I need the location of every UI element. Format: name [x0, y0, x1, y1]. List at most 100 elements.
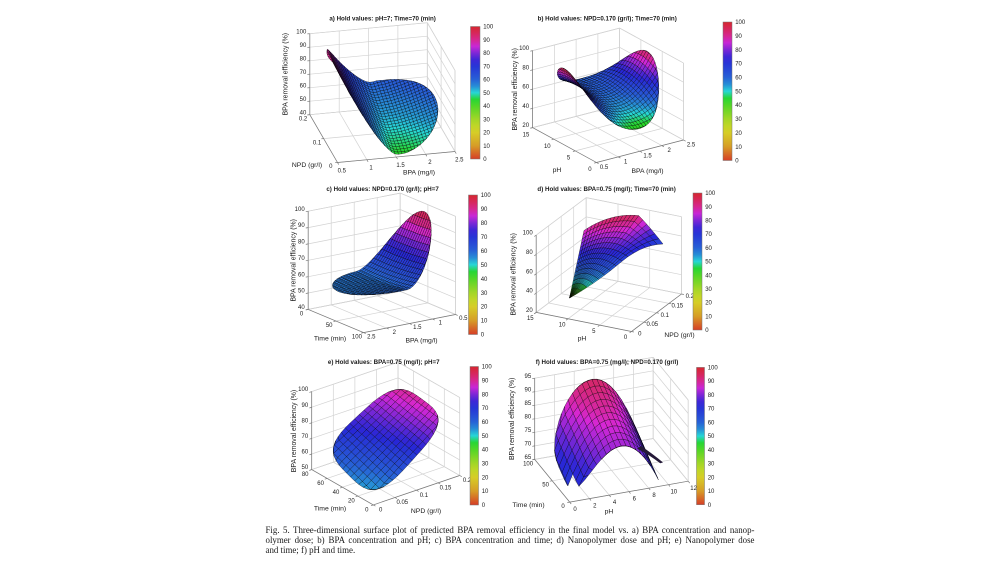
svg-text:10: 10	[708, 489, 715, 495]
svg-text:70: 70	[300, 70, 307, 76]
svg-text:BPA removal efficiency (%): BPA removal efficiency (%)	[512, 48, 519, 130]
svg-text:100: 100	[523, 461, 534, 467]
svg-text:20: 20	[735, 131, 742, 137]
svg-text:10: 10	[670, 490, 677, 496]
svg-text:4: 4	[613, 500, 617, 506]
svg-text:BPA removal efficiency (%): BPA removal efficiency (%)	[283, 33, 290, 115]
svg-text:12: 12	[690, 486, 697, 492]
svg-text:0.5: 0.5	[338, 168, 347, 174]
svg-text:15: 15	[523, 132, 530, 138]
svg-text:70: 70	[708, 407, 715, 413]
svg-text:2.5: 2.5	[455, 157, 464, 163]
svg-text:80: 80	[298, 240, 305, 246]
svg-text:80: 80	[705, 219, 712, 225]
svg-text:f) Hold values: BPA=0.75 (mg/l: f) Hold values: BPA=0.75 (mg/l); NPD=0.1…	[536, 359, 679, 366]
svg-text:0: 0	[483, 157, 487, 163]
svg-text:8: 8	[652, 493, 656, 499]
svg-text:0.5: 0.5	[459, 316, 468, 322]
svg-text:10: 10	[705, 314, 712, 320]
svg-text:0.2: 0.2	[299, 116, 308, 122]
svg-text:20: 20	[481, 305, 488, 311]
svg-text:50: 50	[300, 97, 307, 103]
svg-text:40: 40	[705, 273, 712, 279]
svg-text:0.1: 0.1	[420, 493, 429, 499]
svg-text:100: 100	[519, 46, 530, 52]
svg-text:pH: pH	[553, 167, 562, 174]
svg-text:2: 2	[668, 148, 672, 154]
svg-text:40: 40	[708, 448, 715, 454]
svg-text:10: 10	[735, 145, 742, 151]
svg-text:30: 30	[483, 117, 490, 123]
svg-text:0.15: 0.15	[671, 303, 683, 309]
svg-text:80: 80	[708, 393, 715, 399]
svg-text:70: 70	[705, 232, 712, 238]
svg-text:90: 90	[482, 379, 489, 385]
svg-text:50: 50	[542, 483, 549, 489]
svg-text:0.1: 0.1	[313, 140, 322, 146]
svg-text:60: 60	[482, 420, 489, 426]
svg-text:60: 60	[481, 249, 488, 255]
svg-text:95: 95	[525, 374, 532, 380]
svg-text:0: 0	[705, 328, 709, 334]
svg-text:80: 80	[302, 472, 309, 478]
svg-text:0: 0	[735, 159, 739, 165]
svg-text:50: 50	[482, 434, 489, 440]
svg-text:65: 65	[525, 455, 532, 461]
svg-text:90: 90	[481, 207, 488, 213]
svg-text:70: 70	[481, 235, 488, 241]
svg-text:90: 90	[525, 387, 532, 393]
svg-text:60: 60	[317, 481, 324, 487]
svg-text:80: 80	[522, 65, 529, 71]
svg-text:80: 80	[525, 414, 532, 420]
svg-text:Time (min): Time (min)	[512, 502, 544, 509]
svg-text:6: 6	[633, 497, 637, 503]
svg-text:Time (min): Time (min)	[314, 506, 346, 513]
svg-text:0.05: 0.05	[396, 500, 408, 506]
svg-text:90: 90	[298, 223, 305, 229]
svg-text:100: 100	[708, 366, 719, 372]
svg-text:30: 30	[708, 462, 715, 468]
svg-text:70: 70	[735, 62, 742, 68]
svg-text:1: 1	[439, 321, 443, 327]
svg-text:50: 50	[708, 434, 715, 440]
svg-text:0: 0	[482, 503, 486, 509]
svg-text:50: 50	[735, 89, 742, 95]
svg-text:80: 80	[735, 48, 742, 54]
svg-text:NPD (gr/l): NPD (gr/l)	[411, 508, 441, 515]
svg-text:60: 60	[705, 246, 712, 252]
svg-text:40: 40	[482, 448, 489, 454]
svg-text:1.5: 1.5	[396, 163, 405, 169]
svg-text:BPA removal efficiency (%): BPA removal efficiency (%)	[291, 390, 298, 472]
svg-text:40: 40	[333, 490, 340, 496]
svg-text:60: 60	[300, 83, 307, 89]
svg-text:70: 70	[482, 406, 489, 412]
svg-text:40: 40	[483, 104, 490, 110]
svg-text:50: 50	[481, 263, 488, 269]
svg-text:50: 50	[326, 323, 333, 329]
svg-text:50: 50	[705, 260, 712, 266]
svg-text:100: 100	[483, 25, 494, 31]
svg-text:30: 30	[482, 462, 489, 468]
svg-text:90: 90	[708, 379, 715, 385]
svg-text:60: 60	[522, 85, 529, 91]
svg-text:40: 40	[522, 104, 529, 110]
svg-text:100: 100	[482, 365, 493, 371]
svg-text:90: 90	[302, 403, 309, 409]
svg-text:40: 40	[481, 277, 488, 283]
svg-text:0: 0	[708, 503, 712, 509]
svg-text:5: 5	[592, 329, 596, 335]
svg-text:BPA removal efficiency (%): BPA removal efficiency (%)	[511, 233, 518, 315]
svg-text:1: 1	[624, 159, 628, 165]
svg-text:1.5: 1.5	[413, 325, 422, 331]
svg-text:0.5: 0.5	[600, 165, 609, 171]
svg-text:20: 20	[482, 475, 489, 481]
svg-text:80: 80	[302, 418, 309, 424]
svg-text:20: 20	[483, 131, 490, 137]
svg-text:BPA (mg/l): BPA (mg/l)	[406, 338, 438, 345]
svg-text:100: 100	[296, 29, 307, 35]
svg-text:2: 2	[593, 504, 597, 510]
svg-text:BPA removal efficiency (%): BPA removal efficiency (%)	[509, 378, 516, 460]
svg-text:90: 90	[483, 38, 490, 44]
svg-text:2.5: 2.5	[367, 334, 376, 340]
svg-text:20: 20	[705, 301, 712, 307]
